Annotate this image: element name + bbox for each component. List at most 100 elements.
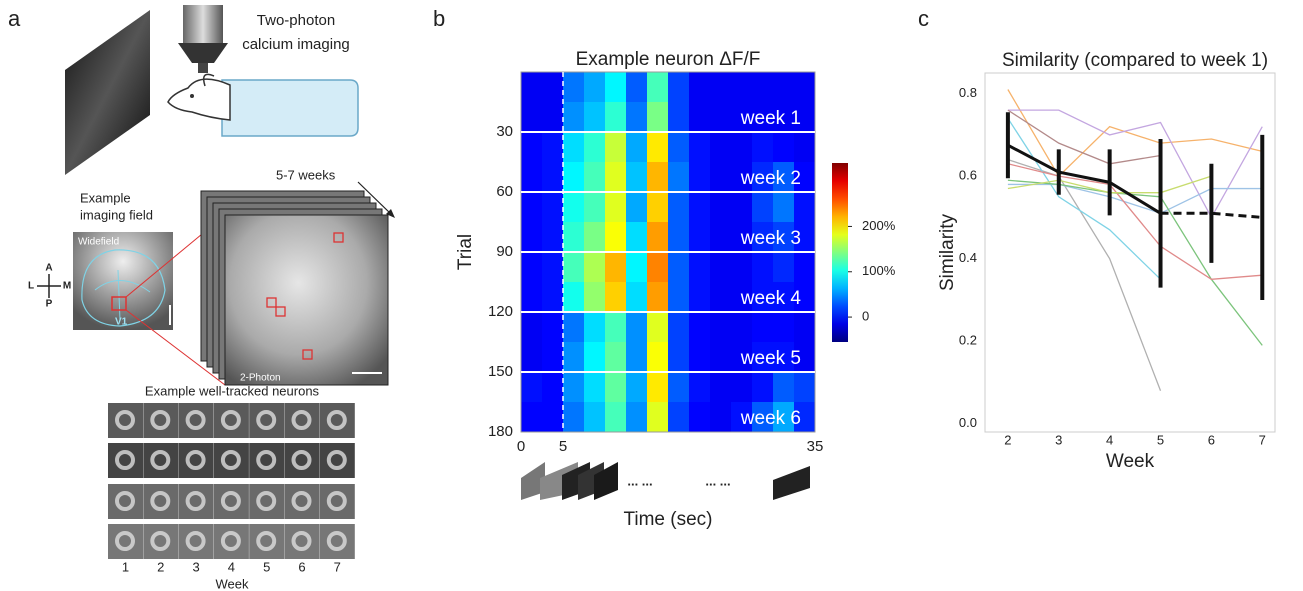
heat-cell bbox=[710, 372, 732, 403]
neuron-ring bbox=[256, 450, 277, 470]
heat-cell bbox=[584, 372, 606, 403]
panel-label: b bbox=[433, 6, 445, 31]
tube bbox=[221, 79, 359, 137]
neuron-tile bbox=[178, 403, 214, 438]
heat-cell bbox=[563, 372, 585, 403]
neuron-ring bbox=[326, 450, 347, 470]
neuron-tiles: 1 2 3 4 5 6 7 bbox=[108, 403, 355, 574]
neuron-ring bbox=[150, 531, 171, 551]
colorbar bbox=[832, 163, 848, 342]
heat-cell bbox=[710, 312, 732, 343]
plot-frame bbox=[984, 72, 1276, 433]
neuron-ring bbox=[150, 491, 171, 511]
roi-box bbox=[302, 349, 313, 360]
heat-cell bbox=[542, 282, 564, 313]
objective bbox=[178, 43, 228, 63]
field-text: imaging field bbox=[80, 207, 153, 222]
heat-cell bbox=[584, 72, 606, 103]
compass: A L M P bbox=[28, 263, 71, 310]
heat-cell bbox=[542, 192, 564, 223]
y-tick-label: 120 bbox=[488, 303, 513, 320]
heat-cell bbox=[605, 282, 627, 313]
heat-cell bbox=[647, 312, 669, 343]
heat-cell bbox=[773, 132, 795, 163]
heat-cell bbox=[563, 282, 585, 313]
heat-cell bbox=[689, 252, 711, 283]
mean-line bbox=[1007, 143, 1162, 215]
two-photon-stack: 2-Photon bbox=[200, 190, 389, 386]
heat-cell bbox=[668, 342, 690, 373]
heat-cell bbox=[794, 72, 816, 103]
heat-cell bbox=[689, 342, 711, 373]
compass-label: A bbox=[45, 263, 52, 274]
week-label: week 1 bbox=[740, 108, 801, 129]
heat-cell bbox=[689, 192, 711, 223]
mean-line bbox=[1160, 211, 1263, 219]
heat-cell bbox=[605, 252, 627, 283]
heat-cell bbox=[794, 372, 816, 403]
field-text: Example bbox=[80, 190, 131, 205]
subject-line bbox=[1007, 109, 1263, 219]
y-axis-label: Trial bbox=[455, 234, 476, 270]
neuron-tile bbox=[284, 403, 320, 438]
heat-cell bbox=[584, 402, 606, 433]
heat-cell bbox=[521, 162, 543, 193]
heat-cell bbox=[542, 162, 564, 193]
x-tick-label: 5 bbox=[559, 438, 567, 455]
week-label: week 2 bbox=[740, 168, 801, 189]
heat-cell bbox=[773, 282, 795, 313]
week-label: week 3 bbox=[740, 228, 801, 249]
heat-cell bbox=[752, 102, 774, 133]
heat-cell bbox=[542, 102, 564, 133]
neuron-ring bbox=[150, 450, 171, 470]
roi-box bbox=[111, 296, 127, 311]
heat-cell bbox=[647, 402, 669, 433]
heat-cell bbox=[668, 102, 690, 133]
area-outline bbox=[94, 269, 151, 321]
heat-cell bbox=[752, 252, 774, 283]
heat-cell bbox=[584, 222, 606, 253]
heat-cell bbox=[710, 102, 732, 133]
heat-cell bbox=[521, 282, 543, 313]
colorbar-label: 200% bbox=[862, 218, 896, 233]
neuron-tile bbox=[143, 524, 179, 559]
x-tick-label: 5 bbox=[1157, 432, 1164, 447]
heat-cell bbox=[752, 132, 774, 163]
heat-cell bbox=[626, 252, 648, 283]
heat-cell bbox=[563, 342, 585, 373]
neuron-ring bbox=[326, 531, 347, 551]
heat-cell bbox=[521, 372, 543, 403]
heat-cell bbox=[794, 102, 816, 133]
heat-cell bbox=[647, 102, 669, 133]
x-tick-label: 6 bbox=[1208, 432, 1215, 447]
heat-cell bbox=[794, 342, 816, 373]
heat-cell bbox=[647, 282, 669, 313]
heat-cell bbox=[731, 282, 753, 313]
heat-cell bbox=[563, 192, 585, 223]
stimulus-frame bbox=[521, 462, 545, 500]
y-tick-label: 150 bbox=[488, 363, 513, 380]
neuron-tile bbox=[108, 484, 143, 519]
x-axis-label: Time (sec) bbox=[623, 509, 712, 530]
heat-cell bbox=[584, 162, 606, 193]
heat-cell bbox=[521, 312, 543, 343]
subject-line bbox=[1007, 179, 1263, 346]
heat-cell bbox=[752, 162, 774, 193]
heat-cell bbox=[689, 72, 711, 103]
subject-line bbox=[1007, 163, 1263, 280]
heat-cell bbox=[773, 102, 795, 133]
heat-cell bbox=[584, 312, 606, 343]
heat-cell bbox=[710, 162, 732, 193]
heat-cell bbox=[647, 222, 669, 253]
heat-cell bbox=[752, 342, 774, 373]
heat-cell bbox=[563, 132, 585, 163]
heat-cell bbox=[521, 132, 543, 163]
heat-cell bbox=[794, 252, 816, 283]
heat-cell bbox=[605, 402, 627, 433]
neuron-ring bbox=[220, 491, 241, 511]
heat-cell bbox=[542, 312, 564, 343]
heat-cell bbox=[752, 72, 774, 103]
y-tick-label: 0.4 bbox=[959, 250, 977, 265]
neuron-tile bbox=[319, 403, 355, 438]
